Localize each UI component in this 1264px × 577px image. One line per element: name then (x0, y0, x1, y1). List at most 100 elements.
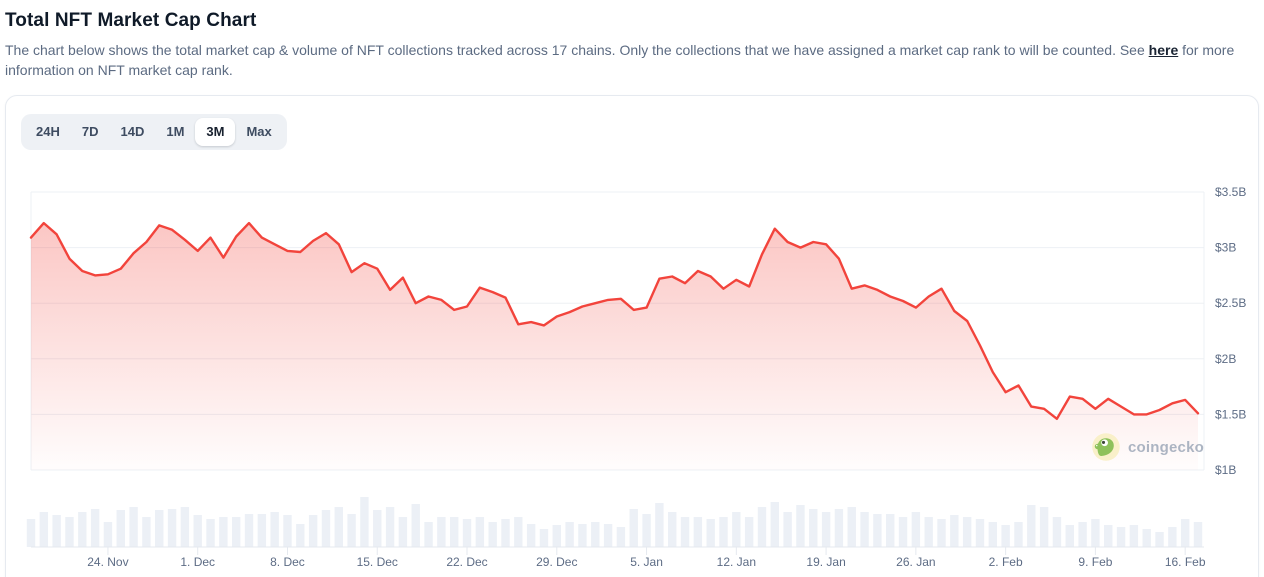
page-title: Total NFT Market Cap Chart (5, 10, 257, 31)
x-axis-label: 8. Dec (270, 555, 305, 569)
volume-bar (886, 514, 895, 547)
volume-bar (142, 517, 151, 547)
volume-bar (231, 517, 241, 547)
range-button-1m[interactable]: 1M (155, 118, 195, 146)
volume-bar (129, 507, 138, 547)
x-axis-label: 15. Dec (357, 555, 398, 569)
volume-bar (757, 507, 767, 547)
volume-bar (655, 503, 664, 547)
market-cap-line (29, 221, 1200, 420)
volume-bar (1065, 525, 1074, 547)
volume-bar (39, 512, 49, 547)
volume-bar (1180, 519, 1190, 547)
x-axis-label: 22. Dec (446, 555, 487, 569)
y-axis-label: $2B (1215, 352, 1236, 366)
volume-bar (514, 517, 523, 547)
volume-bar (706, 519, 715, 547)
volume-bar (642, 514, 651, 547)
volume-bar (821, 512, 831, 547)
volume-bar (270, 512, 279, 547)
volume-bar (911, 512, 921, 547)
page-description: The chart below shows the total market c… (5, 41, 1259, 81)
volume-bar (629, 509, 638, 547)
volume-bar (398, 517, 408, 547)
volume-bar (308, 515, 318, 547)
volume-bar (1027, 505, 1036, 547)
volume-bar (65, 517, 74, 547)
volume-bar (155, 510, 164, 547)
volume-bar (1193, 522, 1203, 547)
volume-bar (1168, 527, 1177, 547)
volume-bar (411, 504, 420, 547)
description-text-after: for more information on NFT market cap r… (5, 42, 1235, 78)
range-button-3m[interactable]: 3M (195, 118, 236, 146)
volume-bar (783, 512, 792, 547)
volume-bar (526, 524, 536, 547)
volume-bar (475, 517, 485, 547)
volume-bar (78, 512, 87, 547)
volume-bar (90, 509, 100, 547)
chart-card: 24H 7D 14D 1M 3M Max $3.5B $3B $2.5B $2B $1.… (5, 95, 1259, 577)
volume-bar (668, 512, 677, 547)
range-button-24h[interactable]: 24H (25, 118, 71, 146)
volume-bar (437, 517, 446, 547)
x-axis-label: 1. Dec (180, 555, 215, 569)
x-axis-label: 19. Jan (806, 555, 845, 569)
volume-bar (680, 517, 690, 547)
x-axis-label: 24. Nov (87, 555, 128, 569)
volume-bar (296, 524, 305, 547)
volume-bar (924, 517, 933, 547)
volume-bar (1142, 529, 1151, 547)
volume-bar (578, 524, 587, 547)
volume-bar (488, 522, 497, 547)
volume-bar (809, 509, 818, 547)
range-button-max[interactable]: Max (235, 118, 282, 146)
volume-bar (219, 517, 228, 547)
x-axis-label: 12. Jan (717, 555, 756, 569)
volume-bar (693, 517, 703, 547)
x-axis-label: 26. Jan (896, 555, 935, 569)
y-axis-label: $3.5B (1215, 185, 1246, 199)
more-info-link[interactable]: here (1148, 42, 1179, 58)
volume-bar (167, 509, 177, 547)
volume-bar (193, 515, 202, 547)
volume-bar (796, 505, 805, 547)
volume-bar (898, 517, 908, 547)
volume-bar (1078, 522, 1087, 547)
volume-bar (1104, 525, 1113, 547)
volume-bar (1039, 507, 1049, 547)
volume-bar (385, 507, 395, 547)
volume-bar (860, 512, 869, 547)
range-button-14d[interactable]: 14D (109, 118, 155, 146)
volume-bar (424, 522, 433, 547)
volume-bar (1052, 517, 1062, 547)
x-axis-label: 16. Feb (1165, 555, 1206, 569)
volume-bar (257, 514, 267, 547)
volume-bar (180, 507, 190, 547)
volume-bar (616, 527, 626, 547)
y-axis-label: $2.5B (1215, 296, 1246, 310)
volume-bar (552, 525, 561, 547)
x-axis-label: 2. Feb (989, 555, 1023, 569)
x-axis-label: 9. Feb (1078, 555, 1112, 569)
volume-bar (1014, 522, 1023, 547)
volume-bar (591, 522, 600, 547)
range-button-7d[interactable]: 7D (71, 118, 110, 146)
volume-bar (539, 529, 549, 547)
volume-bar (1155, 532, 1164, 547)
volume-bar (283, 515, 292, 547)
description-text-before: The chart below shows the total market c… (5, 42, 1145, 58)
volume-bar (988, 522, 998, 547)
volume-bar (950, 515, 959, 547)
volume-bar (565, 522, 574, 547)
volume-bar (321, 510, 331, 547)
volume-bar (770, 502, 780, 547)
volume-bar (360, 497, 369, 547)
time-range-selector: 24H 7D 14D 1M 3M Max (21, 114, 287, 150)
volume-bar (1001, 525, 1010, 547)
volume-bar (603, 524, 613, 547)
volume-bar (103, 522, 113, 547)
volume-bar (462, 519, 472, 547)
market-cap-chart[interactable]: $3.5B $3B $2.5B $2B $1.5B $1B 24. Nov 1. Dec 8. … (6, 96, 1260, 577)
volume-bar (449, 517, 459, 547)
